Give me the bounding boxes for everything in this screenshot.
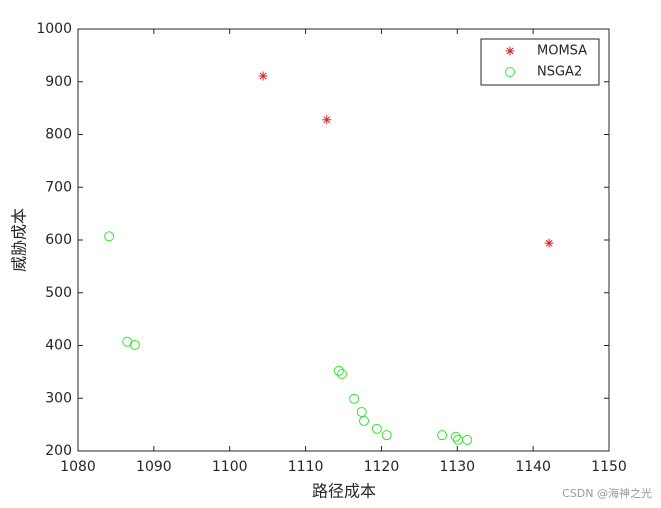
y-tick-label: 800 <box>45 127 72 143</box>
y-tick-label: 300 <box>45 390 72 406</box>
x-tick-label: 1130 <box>439 459 475 475</box>
x-tick-label: 1120 <box>364 459 400 475</box>
point <box>437 430 448 441</box>
y-tick-label: 900 <box>45 74 72 90</box>
legend-label: MOMSA <box>537 44 587 59</box>
x-tick-label: 1110 <box>288 459 324 475</box>
point <box>104 231 115 242</box>
y-tick-label: 600 <box>45 232 72 248</box>
point <box>371 423 382 434</box>
plot-area <box>77 28 610 452</box>
point <box>358 415 369 426</box>
x-tick-label: 1090 <box>136 459 172 475</box>
y-tick-label: 200 <box>45 443 72 459</box>
y-tick-label: 500 <box>45 285 72 301</box>
watermark: CSDN @海神之光 <box>562 486 652 500</box>
y-tick-label: 400 <box>45 338 72 354</box>
point <box>336 368 347 379</box>
x-tick-label: 1100 <box>212 459 248 475</box>
y-tick-label: 700 <box>45 179 72 195</box>
point <box>381 430 392 441</box>
legend-label: NSGA2 <box>537 65 582 80</box>
y-axis-label: 威胁成本 <box>10 208 29 272</box>
x-tick-label: 1150 <box>591 459 627 475</box>
legend-marker <box>505 46 515 56</box>
point <box>544 238 554 248</box>
point <box>349 393 360 404</box>
x-axis-label: 路径成本 <box>312 482 376 501</box>
point <box>356 406 367 417</box>
point <box>129 339 140 350</box>
point <box>322 115 332 125</box>
legend-marker <box>505 67 515 77</box>
point <box>450 431 461 442</box>
legend <box>480 38 600 86</box>
x-tick-label: 1140 <box>515 459 551 475</box>
point <box>333 365 344 376</box>
y-tick-label: 1000 <box>36 21 72 37</box>
point <box>462 434 473 445</box>
x-tick-label: 1080 <box>60 459 96 475</box>
point <box>258 71 268 81</box>
